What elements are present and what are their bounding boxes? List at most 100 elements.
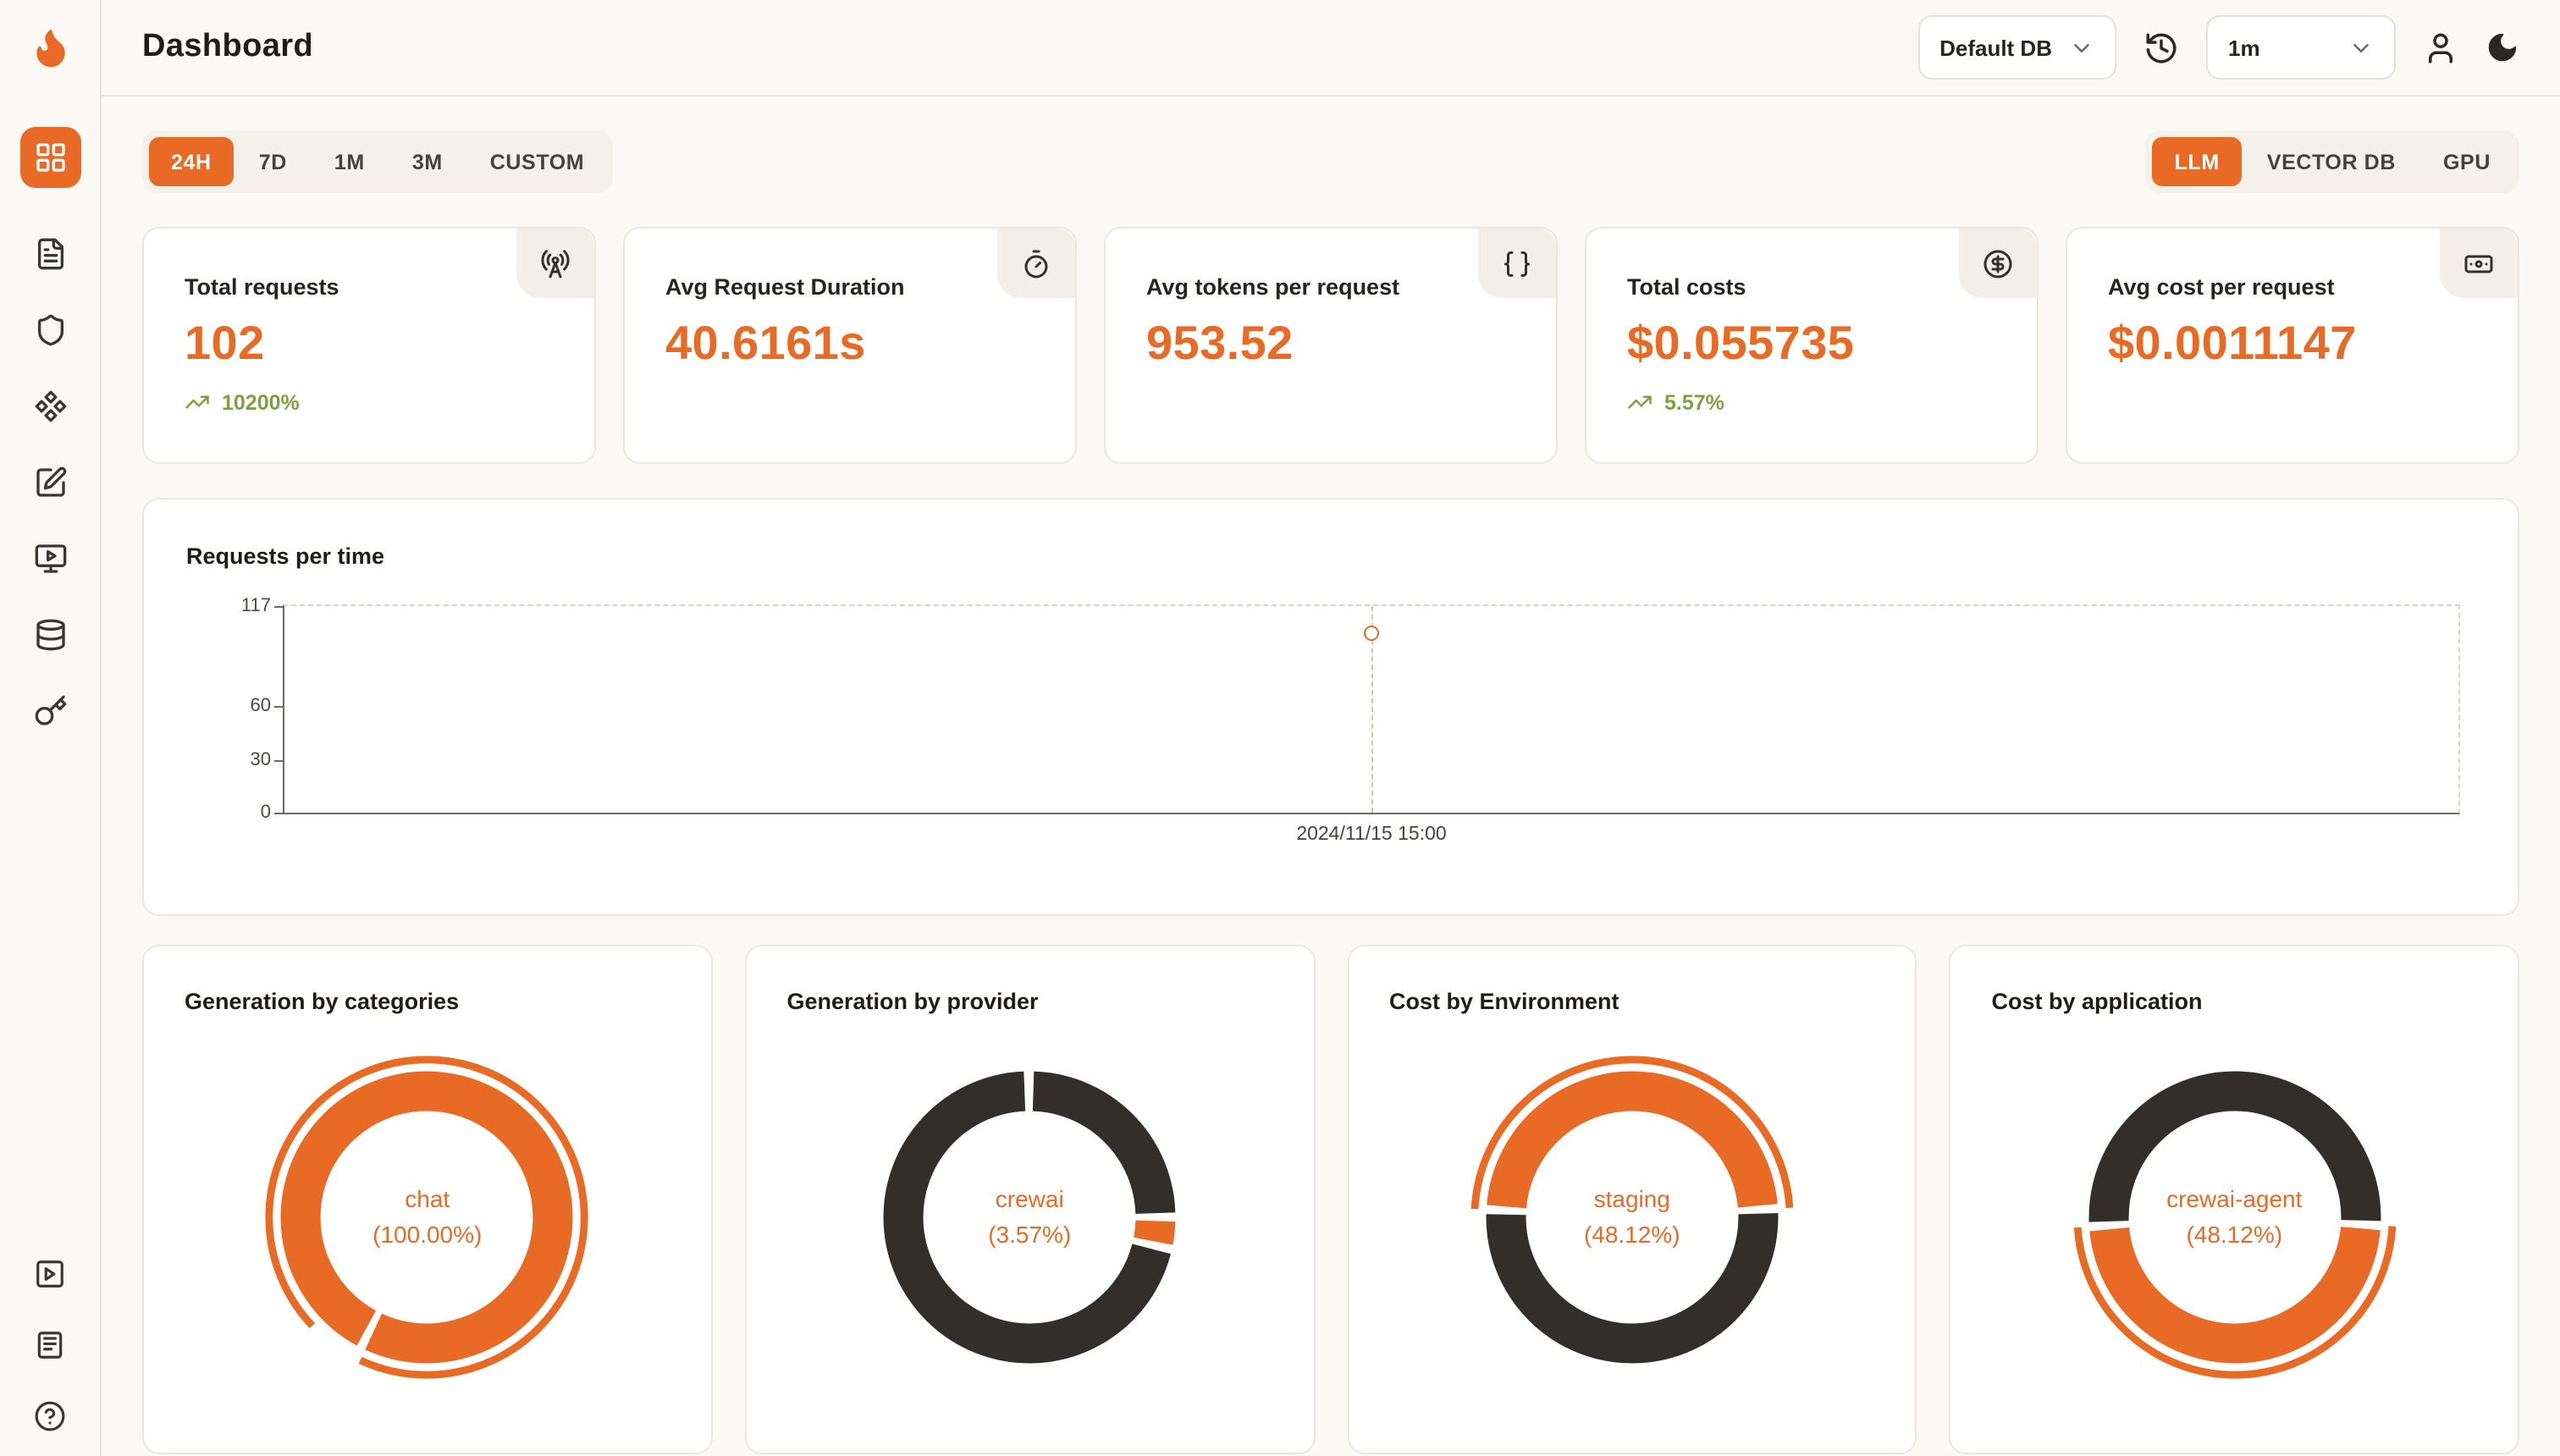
moon-icon (2488, 33, 2517, 62)
y-axis-tick: 60 (250, 696, 272, 717)
donut-center-label: staging (48.12%) (1466, 1051, 1798, 1383)
interval-select[interactable]: 1m (2206, 15, 2396, 80)
pie-card-categories: Generation by categories chat (100.00%) (142, 945, 713, 1454)
tab-vector-db[interactable]: VECTOR DB (2266, 150, 2396, 174)
y-axis-tick-mark (274, 759, 284, 762)
radio-tower-icon (541, 249, 570, 278)
dollar-circle-icon (1983, 249, 2012, 278)
braces-icon (1504, 251, 1530, 276)
stat-label: Total costs (1627, 274, 1746, 300)
interval-select-value: 1m (2228, 35, 2260, 60)
pie-title: Cost by application (1991, 989, 2203, 1014)
tab-gpu[interactable]: GPU (2443, 150, 2491, 174)
stat-value: 102 (185, 317, 265, 369)
stat-chip (516, 229, 594, 298)
sidebar-item-api-keys[interactable] (19, 681, 80, 742)
shield-icon (37, 314, 63, 346)
time-range-tabs: 24H 7D 1M 3M CUSTOM (142, 130, 614, 193)
x-axis-label: 2024/11/15 15:00 (1296, 825, 1447, 845)
sidebar-item-prompt-hub[interactable] (19, 376, 80, 437)
top-bar: Dashboard Default DB 1m (102, 0, 2560, 97)
sidebar-footer (23, 1246, 77, 1456)
diamonds-icon (34, 390, 66, 422)
tab-24h[interactable]: 24H (149, 137, 234, 186)
stat-delta: 5.57% (1627, 389, 2037, 415)
y-axis-tick-mark (274, 706, 284, 709)
pie-cards: Generation by categories chat (100.00%) … (142, 945, 2519, 1454)
database-select[interactable]: Default DB (1917, 15, 2116, 80)
y-axis-tick-mark (274, 813, 284, 814)
donut-center-label: crewai (3.57%) (863, 1051, 1195, 1383)
sidebar (0, 0, 102, 1456)
key-icon (34, 695, 66, 725)
donut-chart-provider[interactable]: crewai (3.57%) (863, 1051, 1195, 1383)
sidebar-item-requests[interactable] (19, 223, 80, 284)
donut-chart-application[interactable]: crewai-agent (48.12%) (2068, 1051, 2400, 1383)
donut-chart-categories[interactable]: chat (100.00%) (262, 1051, 593, 1383)
tab-llm[interactable]: LLM (2152, 137, 2242, 186)
document-lines-icon (37, 1331, 63, 1358)
trending-up-icon (185, 395, 209, 409)
sidebar-item-exceptions[interactable] (19, 300, 80, 361)
dashboard-content: 24H 7D 1M 3M CUSTOM LLM VECTOR DB GPU (102, 97, 2560, 1454)
donut-center-pct: (48.12%) (1583, 1221, 1680, 1248)
y-axis-tick-mark (274, 606, 284, 608)
app-logo[interactable] (25, 22, 75, 73)
stat-card-avg-duration: Avg Request Duration 40.6161s (623, 227, 1077, 464)
stat-delta-value: 10200% (222, 390, 300, 414)
donut-center-name: chat (405, 1185, 450, 1212)
donut-chart-environment[interactable]: staging (48.12%) (1466, 1051, 1798, 1383)
y-axis-tick: 30 (250, 749, 272, 770)
stat-value: 953.52 (1146, 317, 1294, 369)
stat-chip (1959, 229, 2037, 298)
pie-card-environment: Cost by Environment staging (48.12%) (1347, 945, 1917, 1454)
stat-chip (1478, 229, 1556, 298)
timer-icon (1024, 249, 1048, 278)
donut-center-pct: (3.57%) (988, 1221, 1072, 1248)
requests-plot[interactable]: 2024/11/15 15:00 0 30 60 117 (241, 596, 2460, 845)
stat-card-total-costs: Total costs $0.055735 5.57% (1585, 227, 2039, 464)
sidebar-item-playground[interactable] (19, 528, 80, 589)
refresh-history-button[interactable] (2143, 30, 2179, 65)
pie-title: Generation by provider (786, 989, 1039, 1014)
user-menu-button[interactable] (2423, 30, 2458, 65)
tab-custom[interactable]: CUSTOM (489, 150, 585, 174)
sidebar-item-dashboard[interactable] (19, 127, 80, 188)
donut-center-name: crewai (995, 1185, 1064, 1212)
sidebar-item-getting-started[interactable] (23, 1246, 77, 1300)
banknote-icon (2464, 254, 2493, 273)
hover-guideline (1371, 606, 1373, 813)
page-title: Dashboard (142, 29, 314, 64)
filter-row: 24H 7D 1M 3M CUSTOM LLM VECTOR DB GPU (142, 130, 2519, 193)
sidebar-item-documentation[interactable] (23, 1317, 77, 1371)
stat-card-total-requests: Total requests 102 10200% (142, 227, 596, 464)
dashboard-grid-icon (36, 143, 64, 172)
stat-chip (2440, 229, 2518, 298)
sidebar-nav (19, 127, 80, 742)
donut-center-label: chat (100.00%) (262, 1051, 593, 1383)
monitor-play-icon (34, 544, 66, 573)
main-area: Dashboard Default DB 1m (102, 0, 2560, 1456)
database-icon (36, 619, 64, 651)
dark-mode-toggle[interactable] (2486, 30, 2519, 64)
history-icon (2146, 32, 2177, 63)
sidebar-item-databases[interactable] (19, 604, 80, 665)
donut-center-label: crewai-agent (48.12%) (2068, 1051, 2400, 1383)
mode-tabs: LLM VECTOR DB GPU (2145, 130, 2519, 193)
sidebar-item-help[interactable] (23, 1388, 77, 1442)
tab-3m[interactable]: 3M (411, 150, 443, 174)
user-icon (2429, 32, 2452, 63)
stat-card-avg-cost: Avg cost per request $0.0011147 (2066, 227, 2519, 464)
tab-1m[interactable]: 1M (334, 150, 365, 174)
tab-7d[interactable]: 7D (258, 150, 287, 174)
pie-title: Cost by Environment (1389, 989, 1619, 1014)
data-point (1364, 625, 1379, 641)
pie-card-provider: Generation by provider crewai (3.57%) (744, 945, 1315, 1454)
stat-label: Avg tokens per request (1146, 274, 1400, 300)
sidebar-item-evaluations[interactable] (19, 452, 80, 513)
donut-center-name: crewai-agent (2166, 1185, 2303, 1212)
chart-title: Requests per time (186, 543, 385, 569)
y-axis-tick: 117 (240, 596, 271, 616)
pie-title: Generation by categories (185, 989, 460, 1014)
